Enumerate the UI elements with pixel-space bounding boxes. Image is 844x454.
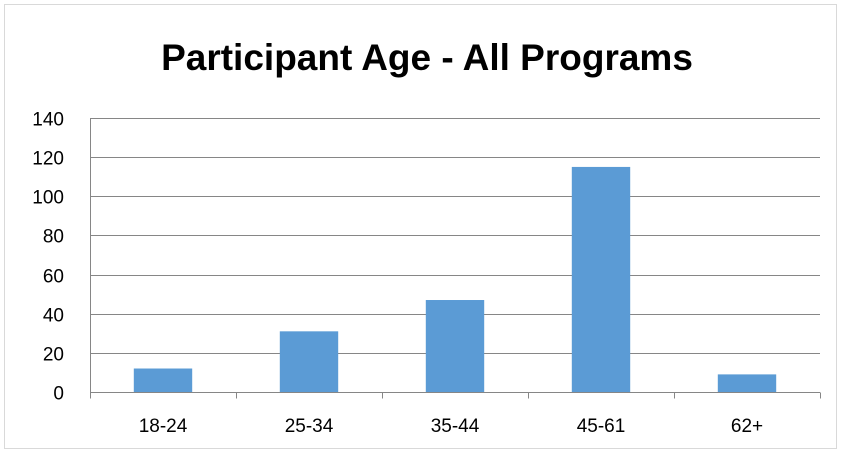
y-tick-label: 60	[43, 267, 64, 288]
y-tick-label: 80	[43, 227, 64, 248]
y-tick-label: 100	[32, 188, 64, 209]
chart-title: Participant Age - All Programs	[161, 37, 693, 78]
gridlines	[90, 118, 820, 354]
y-axis-tick-labels: 0 20 40 60 80 100 120 140	[32, 110, 64, 405]
bar-62+	[717, 374, 777, 392]
bar-45-61	[571, 166, 631, 392]
bars	[133, 166, 777, 392]
x-tick-label: 62+	[731, 416, 763, 437]
x-tick-label: 35-44	[431, 416, 480, 437]
x-axis-tick-labels: 18-24 25-34 35-44 45-61 62+	[139, 416, 763, 437]
y-tick-label: 120	[32, 149, 64, 170]
x-tick-label: 45-61	[577, 416, 626, 437]
bar-25-34	[279, 331, 339, 392]
y-tick-label: 140	[32, 110, 64, 131]
y-tick-label: 0	[53, 384, 64, 405]
bar-35-44	[425, 300, 485, 392]
y-tick-label: 20	[43, 345, 64, 366]
axes	[90, 118, 821, 399]
x-tick-label: 18-24	[139, 416, 188, 437]
y-tick-label: 40	[43, 306, 64, 327]
bar-18-24	[133, 368, 193, 392]
x-tick-label: 25-34	[285, 416, 334, 437]
